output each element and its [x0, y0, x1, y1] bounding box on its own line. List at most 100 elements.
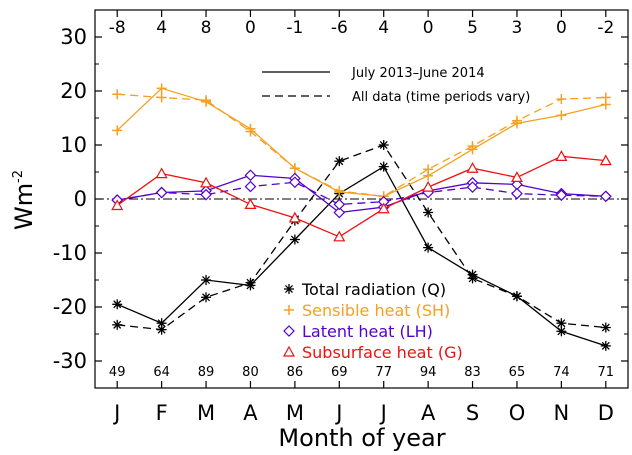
- marker-shape: [244, 198, 257, 209]
- data-point: [599, 190, 612, 203]
- x-tick-label: N: [554, 401, 570, 425]
- marker-shape: [111, 199, 124, 211]
- series-line-dashed: [117, 93, 606, 197]
- marker-stroke: [202, 293, 211, 302]
- bottom-count-label: 80: [242, 365, 259, 380]
- y-axis-title-main: Wm: [10, 183, 38, 230]
- data-point: [555, 189, 568, 202]
- legend-label: Sensible heat (SH): [302, 301, 450, 320]
- series: [112, 83, 611, 202]
- legend-item: Total radiation (Q): [284, 280, 446, 299]
- x-tick-label: A: [421, 401, 436, 425]
- marker-stroke: [379, 141, 388, 149]
- data-point: [378, 140, 389, 150]
- marker-stroke: [113, 320, 122, 329]
- marker-shape: [282, 345, 296, 357]
- marker-stroke: [246, 278, 255, 287]
- marker-stroke: [512, 292, 521, 301]
- marker-shape: [283, 325, 295, 337]
- line-style-label: All data (time periods vary): [352, 90, 530, 105]
- legend-item: Sensible heat (SH): [284, 301, 450, 320]
- bottom-count-label: 77: [375, 365, 392, 380]
- top-value-label: -8: [109, 18, 126, 38]
- top-value-label: 5: [467, 18, 478, 38]
- marker-shape: [333, 198, 346, 211]
- x-tick-label: D: [598, 401, 614, 425]
- y-axis-title: Wm-2: [10, 170, 38, 230]
- line-style-legend: July 2013–June 2014 All data (time period…: [262, 66, 530, 105]
- data-point: [112, 125, 123, 136]
- bottom-count-label: 64: [153, 365, 170, 380]
- y-tick-label: 10: [60, 133, 87, 157]
- x-tick-label: J: [334, 401, 342, 425]
- marker-stroke: [157, 319, 166, 328]
- series-line-dashed: [117, 144, 606, 331]
- top-value-label: -2: [597, 18, 614, 38]
- marker-shape: [244, 180, 257, 193]
- data-point: [600, 340, 611, 351]
- marker-shape: [288, 211, 301, 223]
- data-point: [556, 110, 567, 121]
- marker-shape: [422, 180, 435, 192]
- marker-stroke: [157, 325, 166, 334]
- data-point: [289, 163, 300, 174]
- data-point: [155, 186, 168, 199]
- data-point: [112, 319, 123, 330]
- data-point: [289, 176, 301, 189]
- marker-shape: [289, 176, 301, 189]
- data-point: [556, 326, 567, 337]
- data-point: [200, 188, 212, 201]
- top-value-label: 8: [201, 18, 212, 38]
- bottom-count-label: 86: [287, 365, 304, 380]
- data-point: [334, 185, 345, 196]
- data-point: [156, 324, 167, 335]
- top-value-label: 0: [556, 18, 567, 38]
- bottom-count-label: 71: [598, 365, 615, 380]
- data-point: [556, 94, 567, 105]
- x-tick-label: M: [197, 401, 215, 425]
- marker-stroke: [424, 208, 433, 217]
- data-point: [201, 292, 212, 303]
- marker-stroke: [335, 157, 344, 166]
- bottom-count-label: 49: [109, 365, 126, 380]
- marker-stroke: [379, 162, 388, 171]
- data-point: [289, 234, 300, 245]
- data-point: [510, 171, 523, 182]
- series-line-solid: [117, 174, 606, 214]
- marker-shape: [200, 188, 212, 201]
- bottom-count-label: 69: [331, 365, 348, 380]
- data-point: [112, 89, 123, 100]
- marker-shape: [599, 190, 612, 203]
- marker-stroke: [601, 341, 610, 350]
- data-point: [156, 92, 167, 103]
- series-line-dashed: [117, 181, 606, 206]
- data-point: [467, 273, 478, 284]
- marker-shape: [599, 154, 612, 166]
- marker-stroke: [557, 319, 566, 328]
- data-point: [511, 115, 522, 126]
- data-point: [423, 164, 434, 175]
- y-axis-title-superscript: -2: [11, 170, 26, 183]
- data-point: [511, 291, 522, 302]
- data-point: [600, 92, 611, 103]
- data-point: [284, 305, 294, 315]
- x-tick-label: J: [112, 401, 120, 425]
- data-point: [282, 345, 296, 357]
- data-point: [600, 322, 611, 333]
- data-point: [599, 154, 612, 166]
- marker-stroke: [557, 327, 566, 336]
- data-point: [245, 126, 256, 137]
- marker-shape: [155, 167, 168, 179]
- marker-shape: [510, 171, 523, 182]
- y-tick-label: 20: [60, 79, 87, 103]
- legend-label: Subsurface heat (G): [302, 343, 463, 362]
- data-point: [333, 230, 346, 242]
- data-point: [244, 169, 257, 182]
- data-point: [283, 325, 295, 337]
- data-point: [284, 284, 294, 294]
- x-axis-title: Month of year: [278, 424, 445, 452]
- y-tick-label: -30: [53, 349, 87, 373]
- marker-stroke: [424, 243, 433, 252]
- data-point: [423, 207, 434, 218]
- x-tick-label: F: [156, 401, 168, 425]
